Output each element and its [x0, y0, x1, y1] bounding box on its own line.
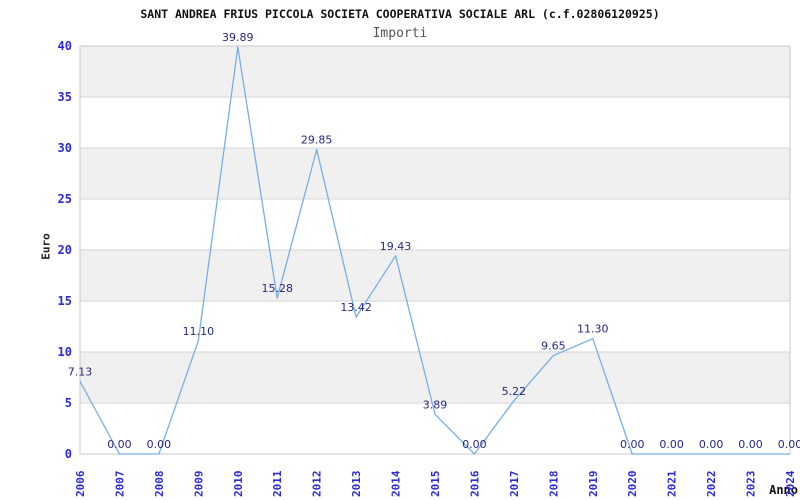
y-tick-label: 0 [65, 447, 72, 461]
chart-title: SANT ANDREA FRIUS PICCOLA SOCIETA COOPER… [140, 7, 660, 21]
plot-band [80, 148, 790, 199]
data-label: 11.30 [577, 323, 609, 336]
x-tick-label: 2018 [547, 471, 560, 498]
plot-band [80, 46, 790, 97]
x-tick-label: 2019 [587, 471, 600, 498]
data-label: 13.42 [340, 301, 372, 314]
data-label: 0.00 [620, 438, 645, 451]
data-label: 5.22 [502, 385, 527, 398]
data-label: 29.85 [301, 134, 333, 147]
y-tick-label: 35 [58, 90, 72, 104]
x-tick-label: 2023 [745, 471, 758, 498]
x-tick-label: 2024 [784, 470, 797, 497]
data-label: 9.65 [541, 340, 566, 353]
data-label: 0.00 [107, 438, 132, 451]
plot-border [79, 45, 791, 455]
x-tick-label: 2014 [390, 470, 403, 497]
y-tick-label: 20 [58, 243, 72, 257]
x-tick-label: 2007 [113, 471, 126, 498]
x-tick-label: 2022 [705, 471, 718, 498]
data-label: 0.00 [778, 438, 800, 451]
data-label: 0.00 [699, 438, 724, 451]
data-label: 39.89 [222, 31, 254, 44]
y-tick-label: 25 [58, 192, 72, 206]
y-tick-label: 10 [58, 345, 72, 359]
x-tick-label: 2015 [429, 471, 442, 498]
data-label: 0.00 [659, 438, 684, 451]
x-tick-label: 2017 [508, 471, 521, 498]
y-tick-label: 40 [58, 39, 72, 53]
data-label: 15.28 [261, 282, 293, 295]
data-label: 0.00 [462, 438, 487, 451]
x-tick-label: 2010 [232, 471, 245, 498]
x-tick-label: 2012 [311, 471, 324, 498]
data-label: 11.10 [183, 325, 215, 338]
x-tick-label: 2009 [192, 471, 205, 498]
x-tick-label: 2020 [626, 471, 639, 498]
x-axis-title: Anno [769, 483, 798, 497]
x-tick-label: 2008 [153, 471, 166, 498]
data-label: 19.43 [380, 240, 412, 253]
x-tick-label: 2011 [271, 470, 284, 497]
data-label: 0.00 [738, 438, 763, 451]
y-tick-label: 15 [58, 294, 72, 308]
x-tick-label: 2013 [350, 471, 363, 498]
data-label: 3.89 [423, 398, 448, 411]
y-tick-label: 5 [65, 396, 72, 410]
plot-band [80, 352, 790, 403]
chart-subtitle: Importi [372, 26, 428, 41]
y-tick-label: 30 [58, 141, 72, 155]
x-tick-label: 2016 [468, 470, 481, 497]
data-label: 0.00 [147, 438, 172, 451]
data-line [79, 46, 790, 455]
plot-band [80, 250, 790, 301]
data-label: 7.13 [68, 365, 93, 378]
x-tick-label: 2006 [74, 470, 87, 497]
x-tick-label: 2021 [666, 470, 679, 497]
